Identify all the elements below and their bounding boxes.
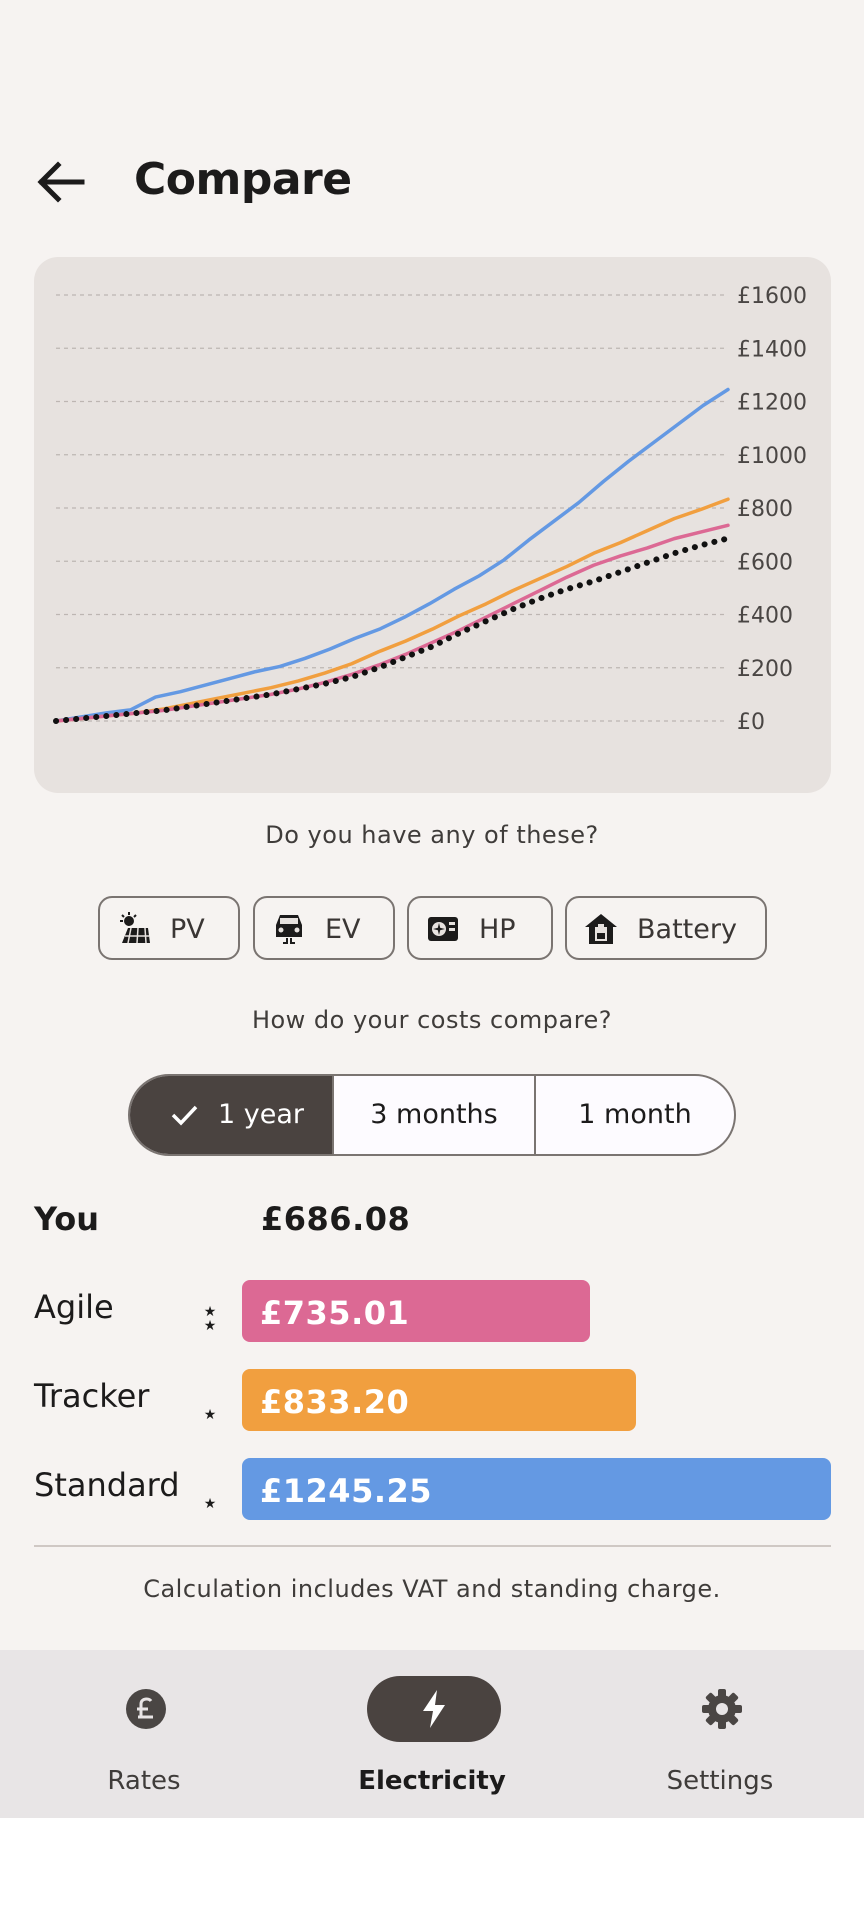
- series-line-0: [54, 387, 730, 723]
- heat-pump-icon: [428, 917, 458, 941]
- rating-stars: ★: [203, 1407, 217, 1423]
- chip-ev-label: EV: [325, 914, 361, 945]
- lightning-icon: [423, 1690, 445, 1728]
- rating-stars: ★ ★: [203, 1304, 217, 1334]
- nav-settings[interactable]: Settings: [576, 1650, 864, 1818]
- tariff-bar-agile: £735.01: [242, 1280, 590, 1342]
- chip-hp-label: HP: [479, 914, 516, 945]
- tariff-cost-agile: £735.01: [260, 1294, 410, 1332]
- period-1-month[interactable]: 1 month: [536, 1076, 734, 1154]
- nav-rates-label: Rates: [107, 1766, 181, 1796]
- chip-battery-label: Battery: [637, 914, 737, 945]
- system-nav-area: [0, 1818, 864, 1920]
- compare-question: How do your costs compare?: [251, 1006, 613, 1034]
- period-selector: 1 year 3 months 1 month: [128, 1074, 736, 1156]
- check-icon: [171, 1105, 198, 1126]
- tariff-cost-tracker: £833.20: [260, 1383, 410, 1421]
- back-button[interactable]: [24, 150, 96, 210]
- tariff-name-tracker: Tracker: [34, 1377, 150, 1415]
- divider: [34, 1545, 831, 1547]
- pound-icon: [126, 1689, 166, 1729]
- period-3-months-label: 3 months: [370, 1099, 498, 1130]
- nav-electricity-label: Electricity: [358, 1766, 506, 1796]
- period-1-year-label: 1 year: [218, 1099, 304, 1130]
- chip-ev[interactable]: EV: [253, 896, 395, 960]
- tariff-name-standard: Standard: [34, 1466, 180, 1504]
- series-line-1: [54, 497, 730, 723]
- series-line-3: [53, 535, 731, 724]
- nav-electricity[interactable]: Electricity: [288, 1650, 576, 1818]
- tariff-bar-standard: £1245.25: [242, 1458, 831, 1520]
- footnote: Calculation includes VAT and standing ch…: [143, 1575, 721, 1603]
- y-tick-label: £600: [737, 550, 793, 575]
- home-battery-icon: [585, 914, 617, 944]
- y-tick-label: £0: [737, 710, 765, 735]
- chip-pv-label: PV: [170, 914, 205, 945]
- nav-rates[interactable]: Rates: [0, 1650, 288, 1818]
- period-3-months[interactable]: 3 months: [334, 1076, 534, 1154]
- app-bar: Compare: [0, 140, 864, 220]
- you-cost: £686.08: [261, 1200, 411, 1238]
- chip-battery[interactable]: Battery: [565, 896, 767, 960]
- period-1-month-label: 1 month: [578, 1099, 692, 1130]
- page-title: Compare: [134, 154, 352, 205]
- you-label: You: [34, 1200, 99, 1238]
- y-tick-label: £1200: [737, 391, 807, 416]
- segment-divider: [534, 1076, 536, 1154]
- y-tick-label: £400: [737, 604, 793, 629]
- segment-divider: [332, 1076, 334, 1154]
- chip-pv[interactable]: PV: [98, 896, 240, 960]
- y-tick-label: £1400: [737, 337, 807, 362]
- cost-chart: £0 £200 £400 £600 £800 £1000 £1200 £1400 £1600: [34, 257, 831, 793]
- y-tick-label: £200: [737, 657, 793, 682]
- gear-icon: [702, 1689, 742, 1729]
- cost-chart-svg: £0 £200 £400 £600 £800 £1000 £1200 £1400 £1600: [53, 284, 807, 735]
- rating-stars: ★: [203, 1496, 217, 1512]
- y-tick-label: £1000: [737, 444, 807, 469]
- nav-settings-label: Settings: [666, 1766, 774, 1796]
- devices-question: Do you have any of these?: [265, 821, 599, 849]
- car-charging-icon: [276, 915, 302, 944]
- tariff-name-agile: Agile: [34, 1288, 114, 1326]
- tariff-cost-standard: £1245.25: [260, 1472, 433, 1510]
- y-tick-label: £1600: [737, 284, 807, 309]
- y-tick-label: £800: [737, 497, 793, 522]
- solar-panel-icon: [120, 912, 150, 944]
- tariff-bar-tracker: £833.20: [242, 1369, 637, 1431]
- bottom-navigation: Rates Electricity Settings: [0, 1650, 864, 1818]
- chip-hp[interactable]: HP: [407, 896, 553, 960]
- arrow-back-icon: [37, 161, 85, 203]
- period-1-year[interactable]: 1 year: [130, 1076, 332, 1154]
